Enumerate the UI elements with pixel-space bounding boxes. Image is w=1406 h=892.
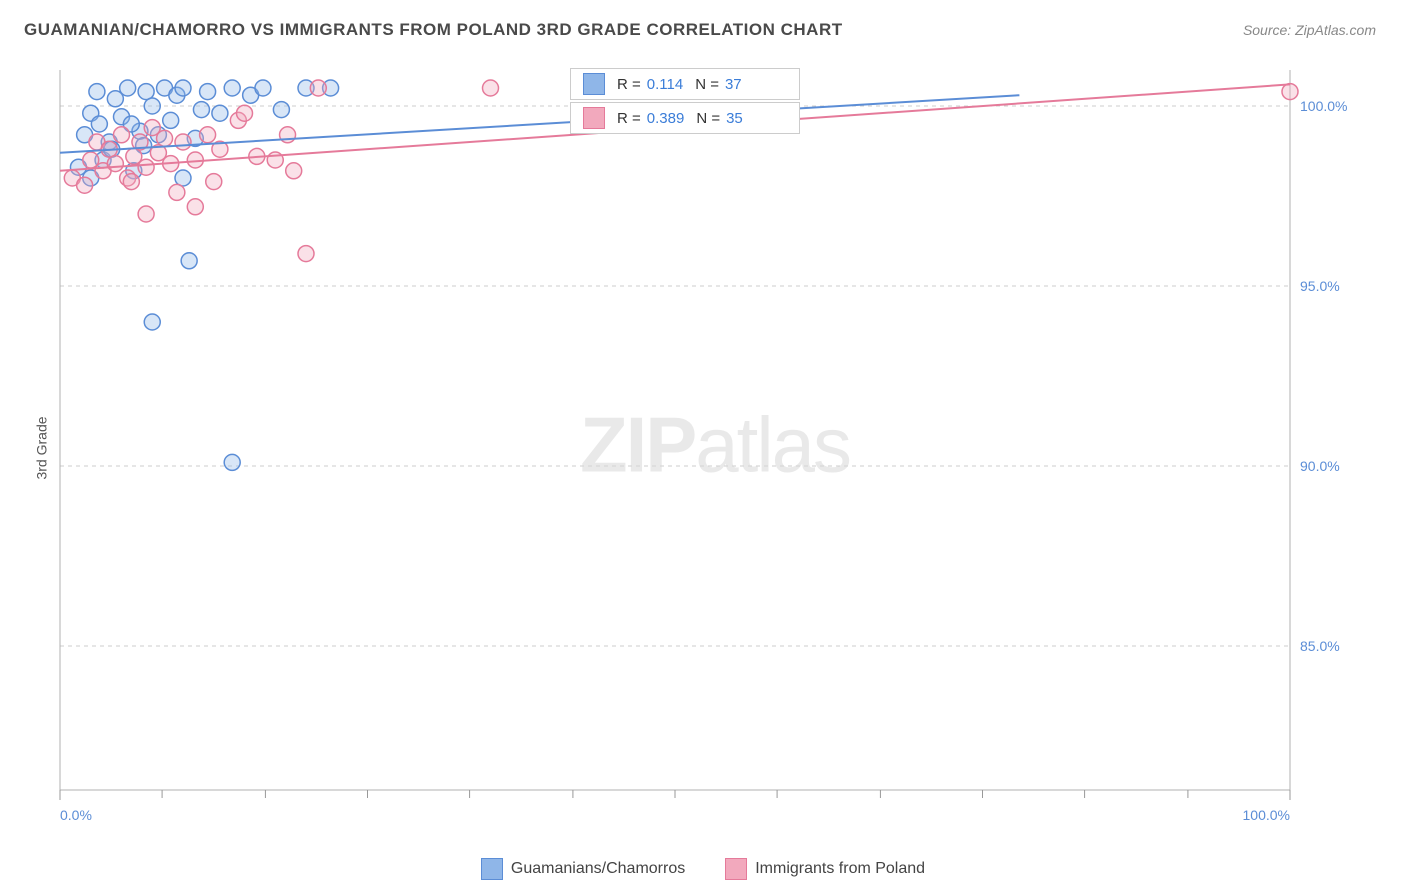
data-point bbox=[91, 116, 107, 132]
x-tick-label: 100.0% bbox=[1243, 807, 1290, 823]
scatter-plot: 85.0% 90.0% 95.0% 100.0% 0.0% 100.0% bbox=[50, 60, 1380, 830]
data-point bbox=[89, 84, 105, 100]
data-point bbox=[187, 199, 203, 215]
data-point bbox=[237, 105, 253, 121]
data-point bbox=[77, 177, 93, 193]
data-point bbox=[138, 206, 154, 222]
data-point bbox=[175, 80, 191, 96]
y-tick-label: 90.0% bbox=[1300, 458, 1340, 474]
n-value: 37 bbox=[725, 76, 742, 93]
n-value: 35 bbox=[726, 110, 743, 127]
data-point bbox=[120, 80, 136, 96]
data-point bbox=[175, 170, 191, 186]
data-point bbox=[224, 80, 240, 96]
x-tick-label: 0.0% bbox=[60, 807, 92, 823]
data-point bbox=[144, 98, 160, 114]
data-point bbox=[310, 80, 326, 96]
y-tick-label: 95.0% bbox=[1300, 278, 1340, 294]
y-axis-label: 3rd Grade bbox=[34, 416, 50, 479]
stats-legend-row: R = 0.114N = 37 bbox=[570, 68, 800, 100]
data-point bbox=[212, 105, 228, 121]
legend-swatch bbox=[583, 107, 605, 129]
data-point bbox=[181, 253, 197, 269]
stats-legend-row: R = 0.389N = 35 bbox=[570, 102, 800, 134]
source-label: Source: ZipAtlas.com bbox=[1243, 22, 1376, 38]
data-point bbox=[114, 127, 130, 143]
data-point bbox=[1282, 84, 1298, 100]
data-point bbox=[107, 156, 123, 172]
data-point bbox=[483, 80, 499, 96]
r-value: 0.389 bbox=[647, 110, 685, 127]
data-point bbox=[286, 163, 302, 179]
data-point bbox=[157, 130, 173, 146]
data-point bbox=[123, 174, 139, 190]
data-point bbox=[138, 159, 154, 175]
data-point bbox=[206, 174, 222, 190]
data-point bbox=[273, 102, 289, 118]
legend-swatch bbox=[583, 73, 605, 95]
legend-label: Guamanians/Chamorros bbox=[511, 860, 685, 878]
legend-item: Guamanians/Chamorros bbox=[481, 858, 685, 880]
chart-title: GUAMANIAN/CHAMORRO VS IMMIGRANTS FROM PO… bbox=[24, 20, 843, 40]
chart-area: 85.0%90.0%95.0%100.0%0.0%100.0% ZIPatlas… bbox=[50, 60, 1380, 830]
r-value: 0.114 bbox=[647, 76, 683, 93]
legend-swatch bbox=[481, 858, 503, 880]
data-point bbox=[224, 454, 240, 470]
data-point bbox=[169, 184, 185, 200]
data-point bbox=[175, 134, 191, 150]
data-point bbox=[144, 314, 160, 330]
data-point bbox=[138, 84, 154, 100]
data-point bbox=[193, 102, 209, 118]
data-point bbox=[298, 246, 314, 262]
bottom-legend: Guamanians/Chamorros Immigrants from Pola… bbox=[0, 858, 1406, 880]
legend-swatch bbox=[725, 858, 747, 880]
data-point bbox=[163, 112, 179, 128]
legend-label: Immigrants from Poland bbox=[755, 860, 925, 878]
data-point bbox=[255, 80, 271, 96]
data-point bbox=[200, 84, 216, 100]
data-point bbox=[200, 127, 216, 143]
y-tick-label: 100.0% bbox=[1300, 98, 1347, 114]
legend-item: Immigrants from Poland bbox=[725, 858, 925, 880]
y-tick-label: 85.0% bbox=[1300, 638, 1340, 654]
